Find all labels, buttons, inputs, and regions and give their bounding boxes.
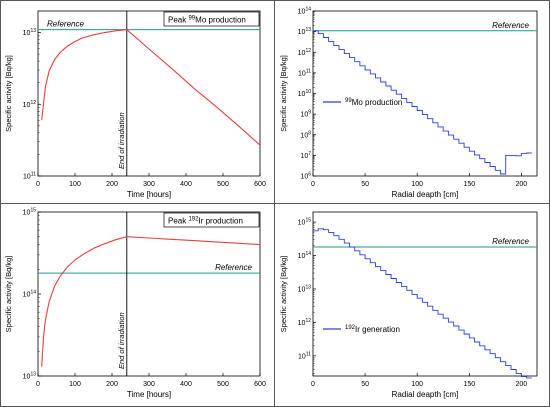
x-tick-label: 0 xyxy=(36,181,40,188)
end-of-irradiation-label: End of irradiation xyxy=(117,312,126,369)
x-axis-label: Time [hours] xyxy=(127,190,171,199)
annotation-text: Peak 192Ir production xyxy=(168,217,243,226)
y-tick-label: 106 xyxy=(300,172,311,181)
y-tick-label: 1012 xyxy=(23,100,37,109)
y-tick-label: 109 xyxy=(300,110,311,119)
y-tick-label: 1013 xyxy=(298,27,312,36)
plot-area xyxy=(313,11,537,176)
x-axis-label: Time [hours] xyxy=(127,390,171,399)
x-tick-label: 200 xyxy=(106,381,118,388)
x-tick-label: 100 xyxy=(411,381,423,388)
y-tick-label: 1010 xyxy=(298,89,312,98)
legend-label: 99Mo production xyxy=(345,98,402,107)
y-tick-label: 1015 xyxy=(298,218,312,227)
x-tick-label: 200 xyxy=(516,181,528,188)
y-tick-label: 1013 xyxy=(23,28,37,37)
y-tick-label: 1011 xyxy=(298,351,311,360)
y-tick-label: 1012 xyxy=(298,48,312,57)
end-of-irradiation-label: End of irradiation xyxy=(117,112,126,169)
x-tick-label: 0 xyxy=(311,181,315,188)
x-tick-label: 400 xyxy=(180,381,192,388)
x-tick-label: 600 xyxy=(254,381,266,388)
y-tick-label: 1011 xyxy=(23,172,36,181)
y-tick-label: 1014 xyxy=(23,290,37,299)
y-tick-label: 1011 xyxy=(298,68,311,77)
y-tick-label: 108 xyxy=(300,130,311,139)
y-tick-label: 1013 xyxy=(298,284,312,293)
reference-label: Reference xyxy=(47,20,84,29)
y-axis-label: Specific activity [Bq/kg] xyxy=(4,55,13,132)
x-tick-label: 600 xyxy=(254,181,266,188)
x-tick-label: 300 xyxy=(143,181,155,188)
y-axis-label: Specific activity [Bq/kg] xyxy=(4,256,13,333)
plot-area xyxy=(38,11,260,176)
chart-mo-time: 0 100 200 300 400 500 600 1011 1012 1013 Time [hou… xyxy=(4,11,266,199)
chart-mo-depth: 0 50 100 150 200 106 107 108 109 1010 1011 1012 1013… xyxy=(279,7,537,200)
y-tick-label: 1014 xyxy=(298,7,312,16)
reference-label: Reference xyxy=(215,263,252,272)
x-tick-label: 50 xyxy=(361,381,369,388)
chart-ir-time: 0 100 200 300 400 500 600 1013 1014 1015 Time [hou… xyxy=(4,208,266,400)
x-tick-label: 400 xyxy=(180,181,192,188)
chart-ir-depth: 0 50 100 150 200 1011 1012 1013 1014 1015 Radial d… xyxy=(279,212,537,399)
x-tick-label: 500 xyxy=(217,381,229,388)
x-tick-label: 0 xyxy=(36,381,40,388)
x-tick-label: 150 xyxy=(463,381,475,388)
y-axis-label: Specific activity [Bq/kg] xyxy=(279,55,288,132)
y-axis-label: Specific activity [Bq/kg] xyxy=(279,256,288,333)
y-tick-label: 1014 xyxy=(298,251,312,260)
x-tick-label: 200 xyxy=(106,181,118,188)
reference-label: Reference xyxy=(492,21,529,30)
x-tick-label: 150 xyxy=(463,181,475,188)
y-tick-label: 1013 xyxy=(23,372,37,381)
plot-area xyxy=(38,212,260,376)
x-tick-label: 100 xyxy=(69,181,81,188)
x-tick-label: 200 xyxy=(516,381,528,388)
x-tick-label: 500 xyxy=(217,181,229,188)
x-tick-label: 0 xyxy=(311,381,315,388)
y-tick-label: 107 xyxy=(300,151,311,160)
annotation-text: Peak 99Mo production xyxy=(168,16,246,25)
x-tick-label: 100 xyxy=(69,381,81,388)
x-tick-label: 50 xyxy=(361,181,369,188)
x-axis-label: Radial deapth [cm] xyxy=(392,190,459,199)
y-tick-label: 1015 xyxy=(23,208,37,217)
x-tick-label: 100 xyxy=(411,181,423,188)
x-axis-label: Radial deapth [cm] xyxy=(392,390,459,399)
x-tick-label: 300 xyxy=(143,381,155,388)
y-tick-label: 1012 xyxy=(298,318,312,327)
reference-label: Reference xyxy=(492,237,529,246)
